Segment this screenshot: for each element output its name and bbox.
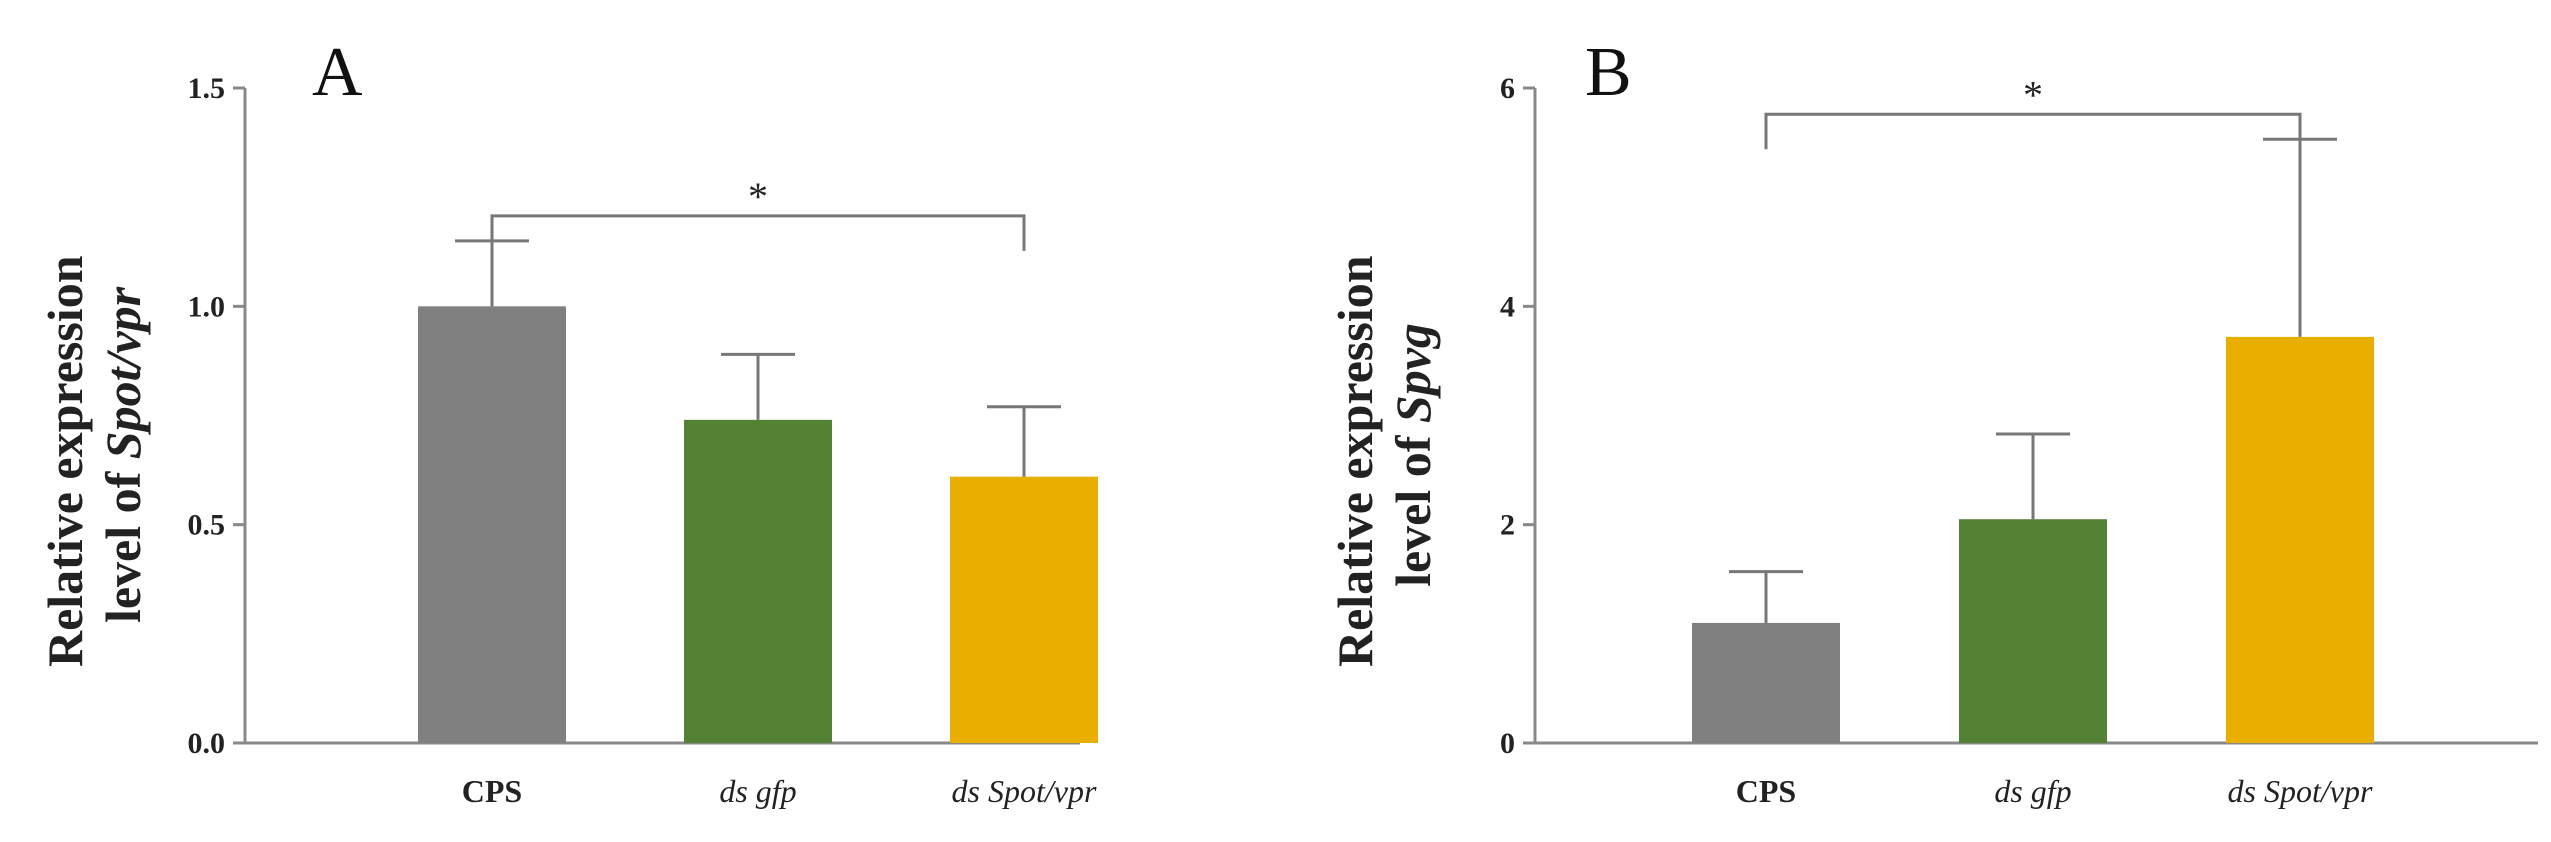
y-tick-label: 0.0: [188, 727, 226, 760]
chart-panel-a: Relative expression level of Spot/vpr A …: [37, 34, 1098, 809]
y-axis-label-line1: Relative expression: [1327, 255, 1383, 667]
chart-panel-b: Relative expression level of Spvg B 0 2 4 6…: [1327, 34, 2538, 809]
bar: [950, 476, 1098, 743]
x-category-label: CPS: [462, 773, 522, 809]
y-tick-label: 6: [1500, 72, 1515, 105]
x-category-label: ds gfp: [719, 773, 796, 809]
bar: [1959, 519, 2107, 743]
x-category-label: ds gfp: [1994, 773, 2071, 809]
y-tick-label: 1.5: [188, 72, 226, 105]
x-category-label: ds Spot/vpr: [2228, 773, 2373, 809]
panel-label: B: [1585, 34, 1632, 111]
significance-bracket: [490, 214, 1026, 251]
y-axis-label-gene: Spvg: [1385, 323, 1441, 423]
bar: [1692, 622, 1840, 743]
x-category-label: CPS: [1736, 773, 1796, 809]
y-axis-label-prefix: level of: [95, 459, 151, 623]
panel-label: A: [312, 34, 363, 111]
bar: [2226, 336, 2374, 743]
y-tick-label: 1.0: [188, 290, 226, 323]
y-tick-label: 2: [1500, 509, 1515, 542]
y-tick-label: 0: [1500, 727, 1515, 760]
x-category-label: ds Spot/vpr: [952, 773, 1097, 809]
y-axis-label: Relative expression level of Spvg: [1327, 243, 1441, 667]
y-axis-label: Relative expression level of Spot/vpr: [37, 243, 151, 667]
bar: [684, 419, 832, 743]
y-axis-label-gene: Spot/vpr: [95, 286, 151, 459]
bar: [418, 306, 566, 743]
y-axis-label-prefix: level of: [1385, 423, 1441, 587]
significance-label: *: [2023, 72, 2043, 117]
y-tick-label: 4: [1500, 290, 1515, 323]
y-tick-label: 0.5: [188, 509, 226, 542]
significance-label: *: [748, 174, 768, 219]
significance-bracket: [1764, 112, 2302, 150]
y-axis-label-line1: Relative expression: [37, 255, 93, 667]
